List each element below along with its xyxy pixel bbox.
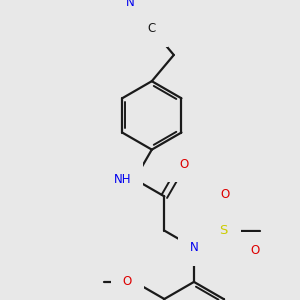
Text: O: O bbox=[123, 275, 132, 288]
Text: O: O bbox=[250, 244, 260, 257]
Text: S: S bbox=[219, 224, 228, 237]
Text: N: N bbox=[190, 241, 198, 254]
Text: O: O bbox=[221, 188, 230, 201]
Text: O: O bbox=[179, 158, 189, 170]
Text: N: N bbox=[125, 0, 134, 9]
Text: C: C bbox=[148, 22, 156, 35]
Text: NH: NH bbox=[114, 173, 131, 186]
